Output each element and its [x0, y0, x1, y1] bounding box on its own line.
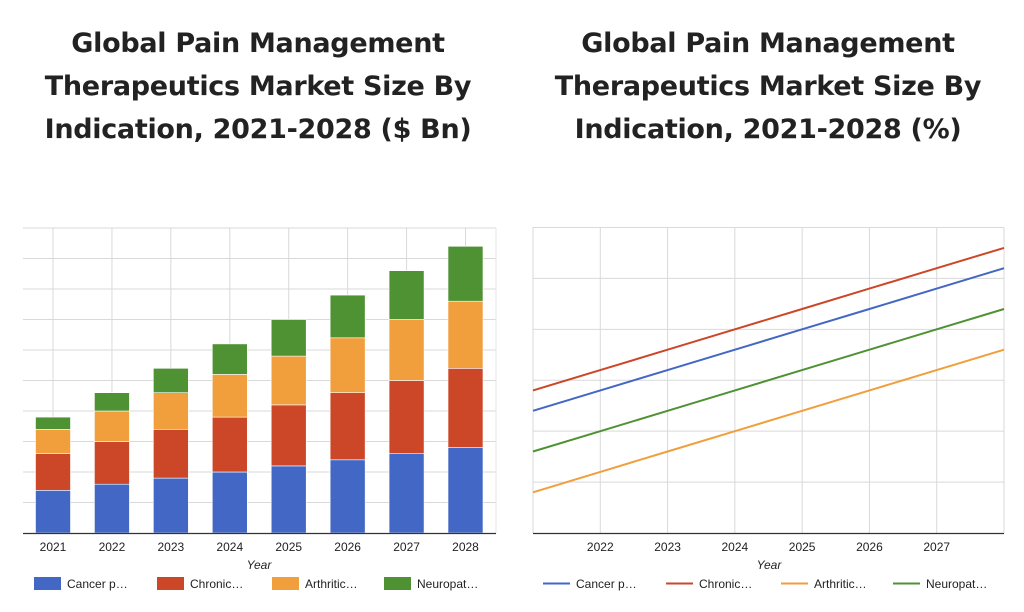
- bar-segment: [35, 489, 71, 534]
- line-chart-title-line-3: Indication, 2021-2028 (%): [574, 114, 962, 145]
- bar-legend-item: Cancer p…: [34, 577, 128, 591]
- bar-chart-x-axis-title: Year: [247, 558, 273, 572]
- bar-chart-x-tick-label: 2026: [334, 540, 361, 554]
- bar-chart-title-line-3: Indication, 2021-2028 ($ Bn): [44, 114, 472, 145]
- bar-chart-x-tick-label: 2025: [275, 540, 302, 554]
- bar-chart-title-line-1: Global Pain Management: [71, 28, 445, 59]
- line-chart-title-line-1: Global Pain Management: [581, 28, 955, 59]
- bar-stack-2025: [270, 319, 307, 534]
- bar-segment: [94, 441, 130, 485]
- bar-stack-2021: [35, 416, 71, 534]
- bar-segment: [447, 367, 484, 448]
- line-chart-legend: Cancer p… Chronic… Arthritic… Neuropat…: [543, 577, 987, 591]
- bar-legend-item: Arthritic…: [272, 577, 358, 591]
- bar-segment: [153, 367, 189, 393]
- bar-legend-swatch: [157, 577, 184, 590]
- line-chart-gridlines: [532, 227, 1005, 533]
- bar-legend-swatch: [384, 577, 411, 590]
- line-chart-x-tick-label: 2025: [789, 540, 816, 554]
- bar-legend-label: Arthritic…: [305, 577, 358, 591]
- bar-legend-label: Chronic…: [190, 577, 243, 591]
- bar-segment: [270, 319, 307, 357]
- bar-segment: [270, 465, 307, 534]
- bar-chart-x-tick-label: 2021: [40, 540, 67, 554]
- line-chart-x-ticks: 2022 2023 2024 2025 2026 2027: [587, 540, 950, 554]
- bar-chart-x-ticks: 2021 2022 2023 2024 2025 2026 2027 2028: [40, 540, 480, 554]
- bar-legend-swatch: [34, 577, 61, 590]
- bar-segment: [329, 459, 366, 534]
- bar-chart-gridlines: [23, 227, 497, 533]
- bar-segment: [35, 416, 71, 430]
- line-legend-item: Arthritic…: [781, 577, 867, 591]
- bar-chart-legend: Cancer p… Chronic… Arthritic… Neuropat…: [34, 577, 478, 591]
- bar-legend-item: Neuropat…: [384, 577, 478, 591]
- bar-segment: [447, 300, 484, 369]
- line-chart: 2022 2023 2024 2025 2026 2027 Year Cancer p… C…: [532, 227, 1005, 591]
- bar-segment: [447, 246, 484, 302]
- line-chart-x-tick-label: 2024: [722, 540, 749, 554]
- bar-segment: [270, 355, 307, 406]
- bar-segment: [447, 447, 484, 534]
- line-series-chronic: [532, 246, 1005, 392]
- bar-chart-x-tick-label: 2022: [99, 540, 126, 554]
- bar-stack-2023: [153, 367, 189, 534]
- line-legend-item: Cancer p…: [543, 577, 637, 591]
- bar-segment: [94, 410, 130, 442]
- bar-segment: [329, 294, 366, 339]
- bar-segment: [388, 380, 425, 454]
- bar-legend-item: Chronic…: [157, 577, 243, 591]
- bar-chart-x-tick-label: 2023: [158, 540, 185, 554]
- line-chart-lines: [532, 246, 1005, 494]
- line-legend-label: Cancer p…: [576, 577, 637, 591]
- bar-chart-x-tick-label: 2024: [216, 540, 243, 554]
- bar-stack-2028: [447, 246, 484, 534]
- bar-segment: [329, 337, 366, 393]
- line-legend-item: Neuropat…: [893, 577, 987, 591]
- bar-stack-2026: [329, 294, 366, 534]
- bar-segment: [153, 477, 189, 534]
- bar-chart-x-tick-label: 2028: [452, 540, 479, 554]
- bar-segment: [388, 270, 425, 320]
- bar-segment: [35, 453, 71, 491]
- bar-segment: [211, 416, 248, 473]
- line-legend-label: Neuropat…: [926, 577, 987, 591]
- line-chart-x-axis-title: Year: [757, 558, 783, 572]
- bar-segment: [94, 392, 130, 412]
- bar-legend-swatch: [272, 577, 299, 590]
- bar-segment: [270, 404, 307, 467]
- bar-segment: [211, 343, 248, 375]
- line-chart-title-line-2: Therapeutics Market Size By: [554, 71, 982, 102]
- bar-segment: [153, 428, 189, 479]
- bar-stack-2027: [388, 270, 425, 534]
- bar-chart-bars: [35, 246, 484, 534]
- bar-segment: [94, 483, 130, 534]
- line-series-arthritic: [532, 348, 1005, 494]
- bar-segment: [35, 428, 71, 454]
- bar-stack-2022: [94, 392, 130, 534]
- bar-legend-label: Cancer p…: [67, 577, 128, 591]
- line-chart-x-tick-label: 2026: [856, 540, 883, 554]
- bar-stack-2024: [211, 343, 248, 534]
- line-legend-item: Chronic…: [666, 577, 752, 591]
- line-chart-title: Global Pain Management Therapeutics Mark…: [518, 22, 1018, 151]
- line-series-neuropat: [532, 308, 1005, 453]
- bar-chart-title: Global Pain Management Therapeutics Mark…: [8, 22, 508, 151]
- bar-segment: [153, 392, 189, 430]
- bar-chart-title-line-2: Therapeutics Market Size By: [44, 71, 472, 102]
- bar-segment: [211, 374, 248, 418]
- line-chart-x-tick-label: 2022: [587, 540, 614, 554]
- line-chart-x-tick-label: 2023: [654, 540, 681, 554]
- bar-segment: [329, 392, 366, 461]
- line-legend-label: Chronic…: [699, 577, 752, 591]
- line-series-cancerp: [532, 267, 1005, 412]
- bar-legend-label: Neuropat…: [417, 577, 478, 591]
- bar-segment: [388, 319, 425, 381]
- bar-chart-x-tick-label: 2027: [393, 540, 420, 554]
- bar-segment: [388, 453, 425, 534]
- bar-segment: [211, 471, 248, 534]
- line-chart-x-tick-label: 2027: [923, 540, 950, 554]
- stacked-bar-chart: 2021 2022 2023 2024 2025 2026 2027 2028 Year Ca…: [23, 227, 497, 591]
- line-legend-label: Arthritic…: [814, 577, 867, 591]
